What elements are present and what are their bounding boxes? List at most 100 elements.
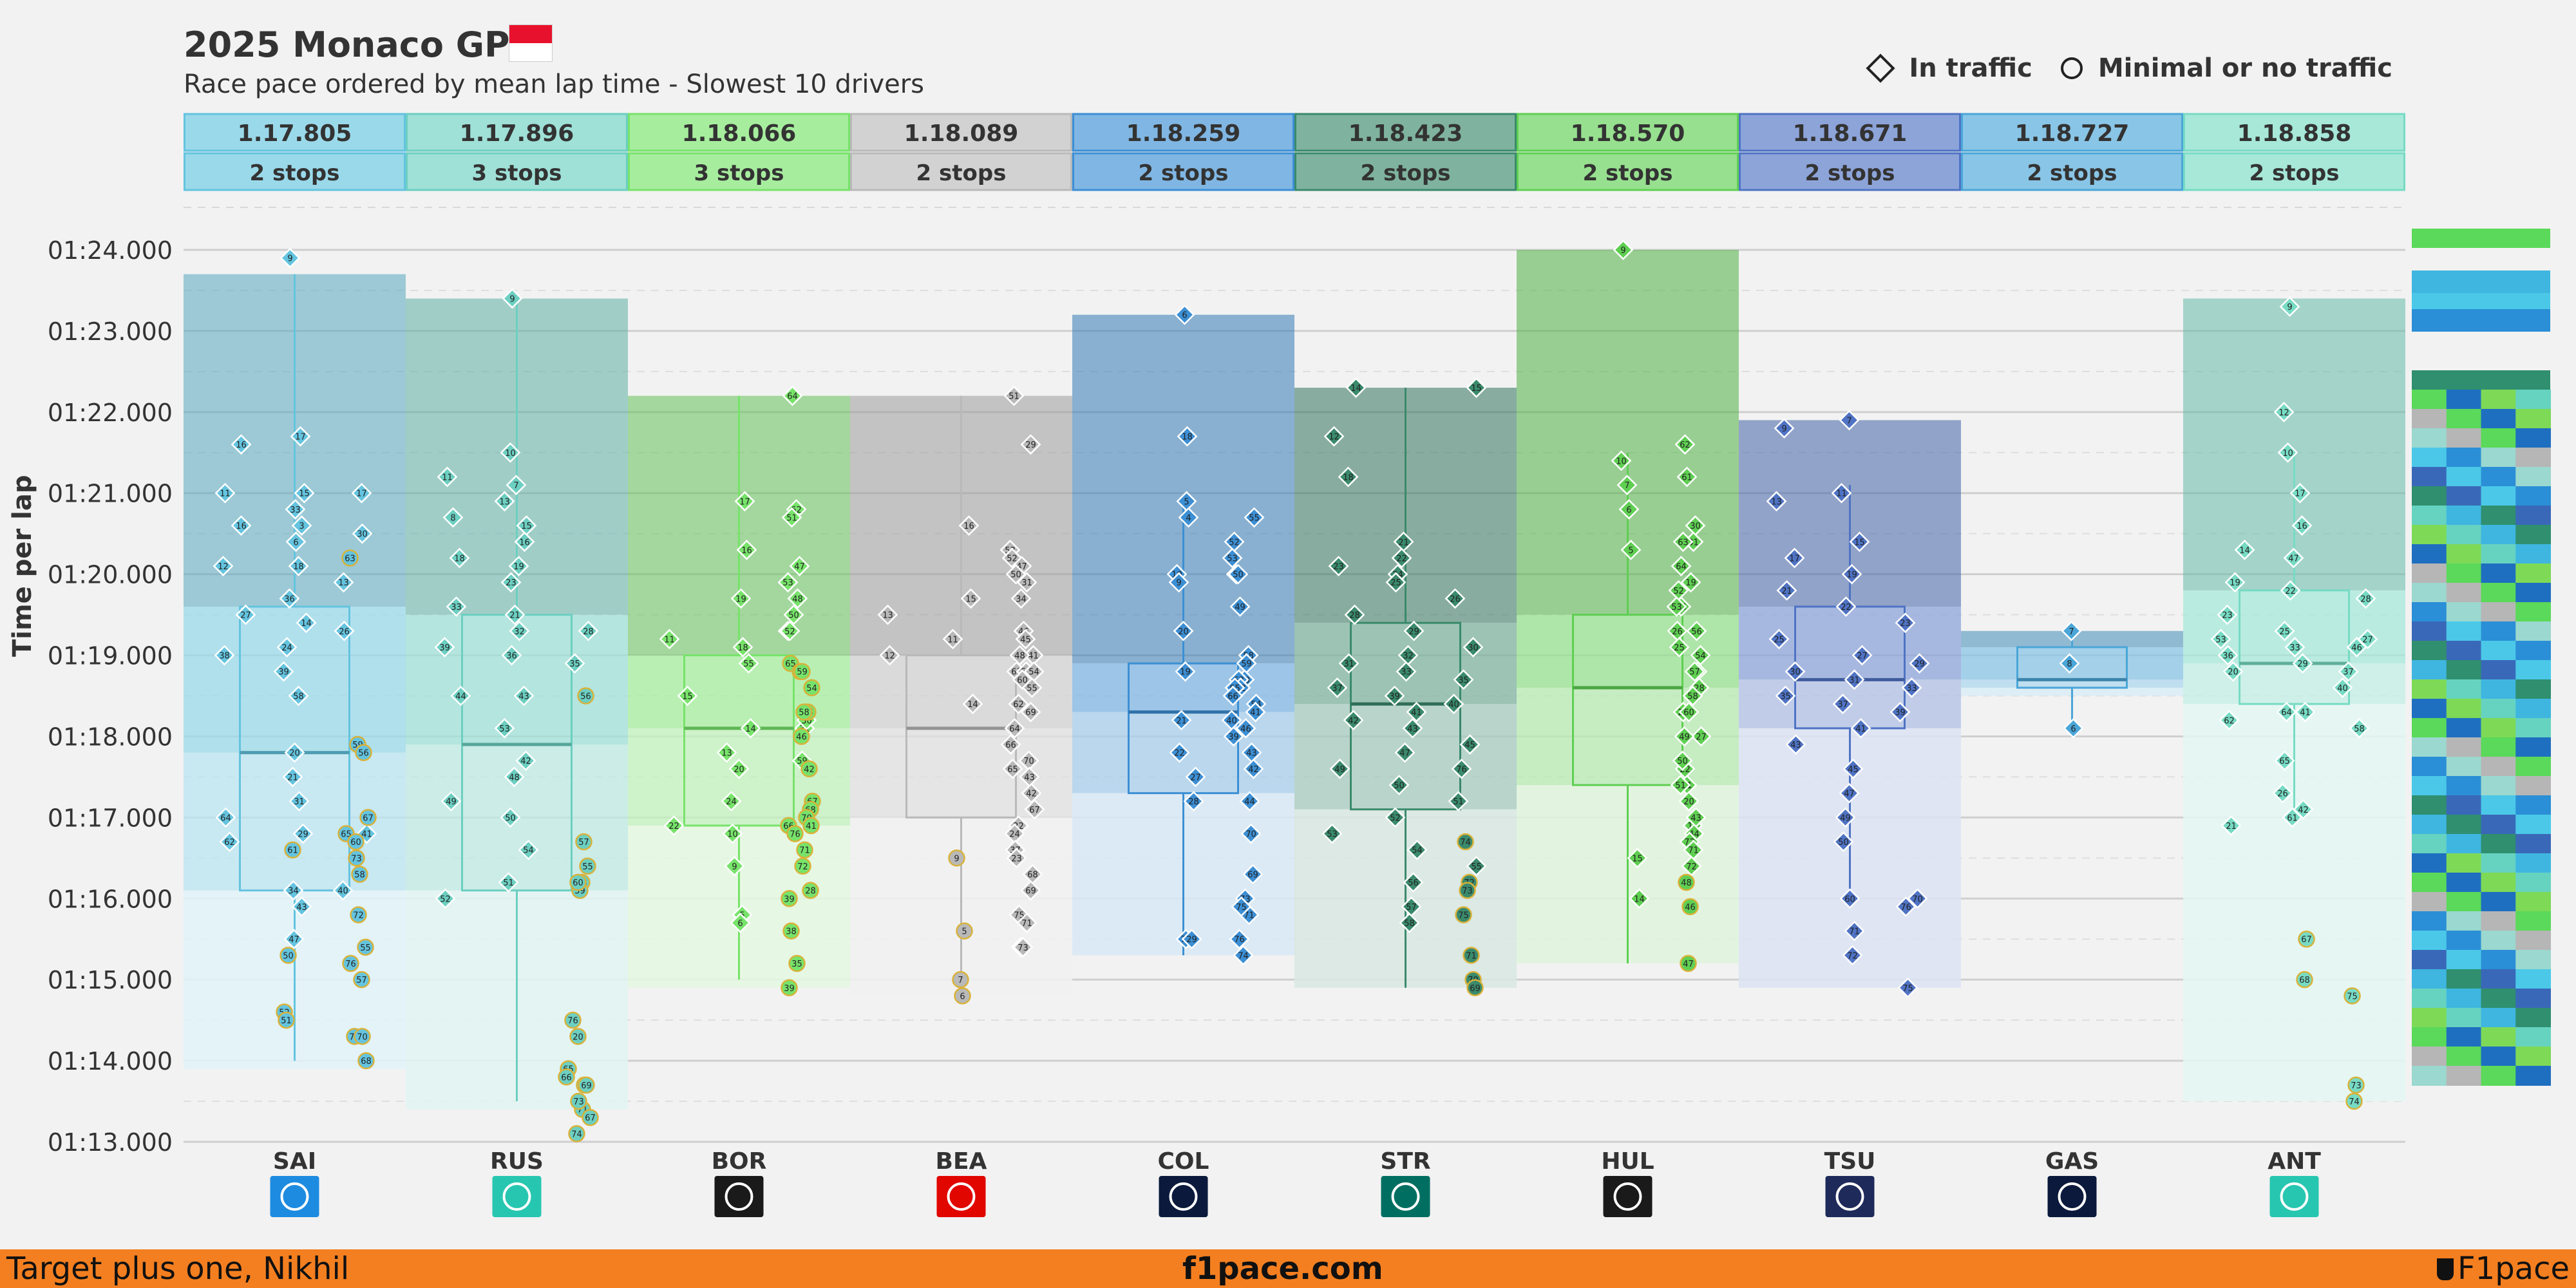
lap-circle: [359, 809, 377, 826]
lap-circle: [793, 663, 811, 680]
lap-diamond: [1345, 377, 1367, 398]
lap-number: 18: [454, 554, 465, 564]
lap-marker-traffic: 9: [502, 288, 523, 309]
footer-credit: Target plus one, Nikhil: [6, 1251, 350, 1287]
lap-circle: [956, 922, 973, 940]
lap-marker-traffic: 10: [2277, 442, 2298, 463]
lap-marker-traffic: 50: [1388, 775, 1410, 795]
lap-number: 60: [573, 878, 583, 888]
lap-marker-traffic: 21: [2221, 815, 2242, 836]
strip-cell: [2515, 583, 2551, 603]
lap-diamond: [290, 426, 311, 447]
lap-marker-traffic: 35: [564, 653, 585, 674]
lap-marker-traffic: 52: [779, 620, 800, 641]
strip-cell: [2412, 718, 2447, 738]
lap-diamond: [494, 717, 515, 739]
lap-number: 22: [1396, 554, 1407, 564]
lap-marker-traffic: 55: [738, 653, 759, 674]
lap-number: 55: [1471, 862, 1482, 872]
strip-cell: [2481, 931, 2517, 951]
lap-number: 22: [2285, 587, 2296, 596]
lap-number: 36: [284, 594, 295, 604]
lap-diamond: [219, 831, 240, 853]
strip-cell: [2412, 467, 2447, 487]
lap-diamond: [2217, 645, 2239, 666]
lap-marker-traffic: 59: [1236, 653, 1257, 674]
lap-number: 20: [1178, 627, 1189, 637]
lap-number: 37: [1332, 684, 1343, 694]
lap-number: 76: [345, 960, 356, 969]
lap-diamond: [1406, 701, 1427, 723]
lap-diamond: [1224, 531, 1245, 553]
lap-diamond: [1629, 888, 1650, 909]
lap-circle: [284, 841, 301, 858]
lap-number: 72: [1686, 862, 1697, 872]
lap-marker-traffic: 6: [1618, 498, 1640, 520]
lap-number: 30: [357, 530, 368, 540]
lap-diamond: [1841, 564, 1862, 585]
strip-cell: [2515, 1027, 2551, 1047]
lap-diamond: [285, 531, 307, 553]
lap-number: 23: [2222, 611, 2233, 621]
lap-marker-clear: 60: [569, 873, 587, 891]
lap-marker-traffic: 12: [879, 645, 900, 666]
lap-marker-traffic: 22: [1169, 742, 1190, 763]
lap-marker-traffic: 22: [1835, 596, 1857, 617]
lap-diamond: [1385, 807, 1406, 828]
y-tick-label: 01:15.000: [48, 966, 173, 994]
lap-marker-traffic: 56: [1403, 872, 1424, 893]
y-tick-label: 01:13.000: [48, 1128, 173, 1157]
lap-number: 10: [727, 830, 738, 840]
strip-cell: [2446, 699, 2482, 719]
lap-number: 56: [358, 749, 369, 759]
x-tick-label: SAI: [273, 1148, 316, 1175]
strip-cell: [2412, 834, 2447, 854]
iqr-box: [1572, 614, 1683, 786]
lap-number: 69: [1247, 871, 1258, 880]
lap-diamond: [282, 766, 303, 788]
lap-marker-traffic: 16: [514, 531, 535, 553]
lap-diamond: [498, 872, 519, 893]
footer-site-link[interactable]: f1pace.com: [1182, 1251, 1383, 1287]
lap-marker-traffic: 16: [2291, 515, 2313, 536]
lap-diamond: [779, 620, 800, 641]
strip-cell: [2446, 1046, 2482, 1066]
strip-cell: [2515, 815, 2551, 835]
alpine-logo-icon: [2047, 1176, 2097, 1217]
lap-marker-traffic: 52: [1224, 531, 1245, 553]
lap-diamond: [960, 588, 981, 609]
lap-marker-traffic: 33: [2284, 637, 2306, 658]
strip-cell: [2446, 525, 2482, 545]
lap-diamond: [1839, 782, 1860, 804]
lap-number: 53: [499, 724, 510, 734]
upper-iqr-band: [850, 655, 1072, 728]
lap-diamond: [1850, 717, 1871, 739]
lap-diamond: [442, 507, 464, 528]
lap-diamond: [516, 515, 537, 536]
mean-lap-label: 1.17.805: [238, 120, 352, 147]
lap-marker-traffic: 23: [1328, 556, 1349, 576]
lap-number: 45: [1020, 635, 1031, 645]
strip-cell: [2515, 757, 2551, 777]
lap-diamond: [296, 612, 317, 634]
lap-number: 71: [1466, 951, 1477, 961]
sauber-logo-icon: [714, 1176, 764, 1217]
lap-number: 9: [954, 854, 959, 864]
lap-diamond: [291, 896, 312, 917]
lap-marker-traffic: 51: [1448, 791, 1469, 812]
lap-number: 39: [278, 668, 289, 677]
lap-marker-traffic: 51: [498, 872, 519, 893]
lap-diamond: [2221, 815, 2242, 836]
lap-number: 26: [1672, 627, 1683, 637]
lap-number: 61: [2287, 813, 2298, 823]
lap-marker-traffic: 58: [1682, 685, 1703, 706]
mean-lap-label: 1.18.423: [1349, 120, 1463, 147]
mean-lap-box: [1294, 113, 1517, 152]
lap-marker-traffic: 76: [1895, 896, 1917, 917]
lap-marker-clear: 59: [793, 663, 811, 680]
stops-label: 2 stops: [2027, 160, 2117, 186]
lap-number: 50: [283, 951, 294, 961]
lap-diamond: [1768, 629, 1790, 650]
lap-number: 56: [1691, 627, 1702, 637]
